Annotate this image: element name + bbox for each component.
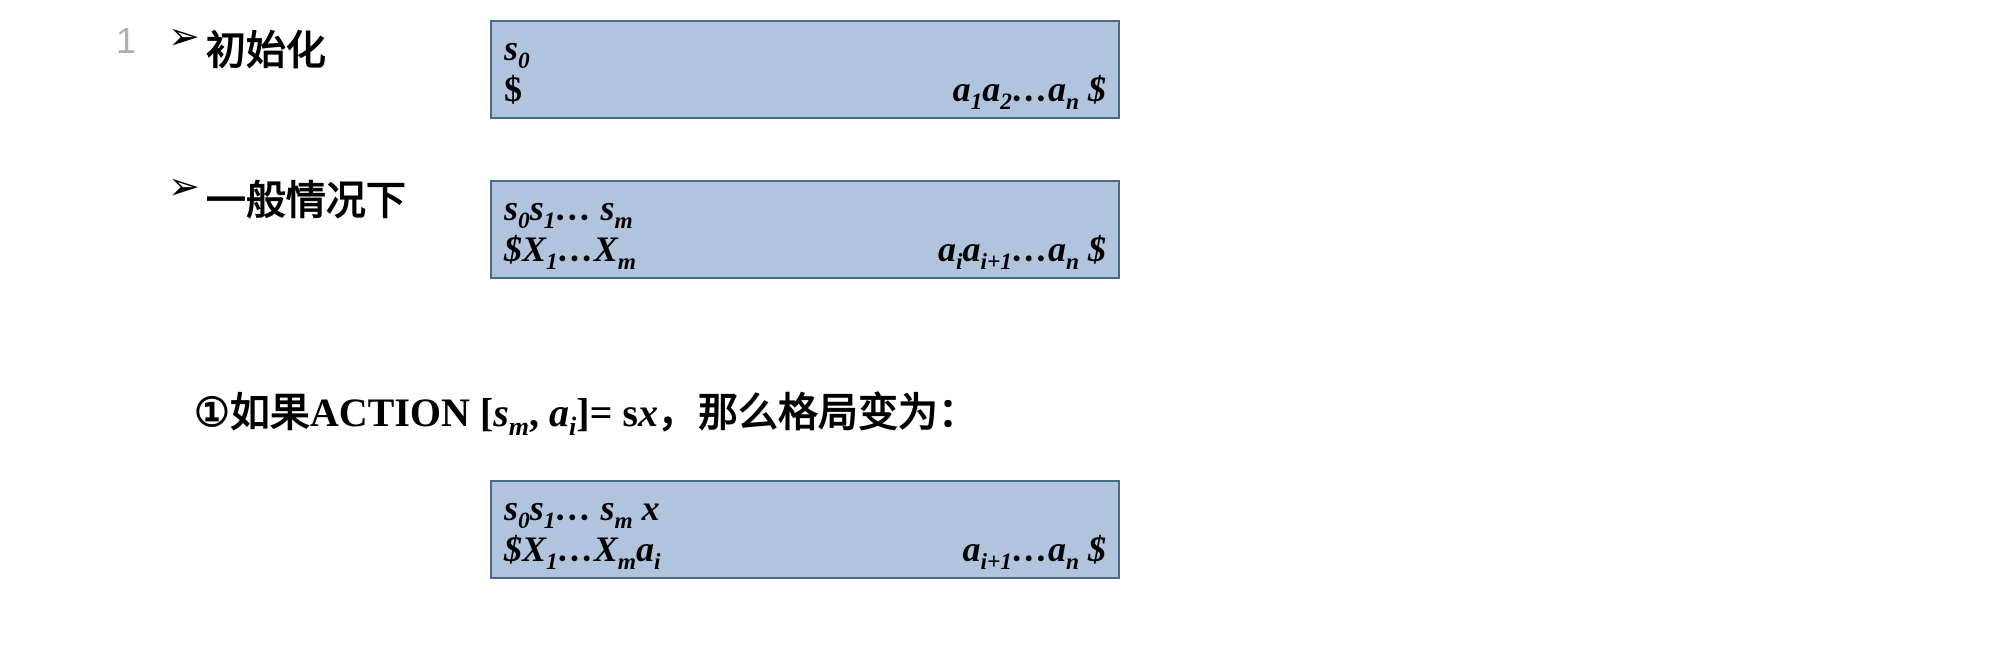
rule-sm: sm xyxy=(493,390,529,435)
box-result: s0s1… sm x $X1…Xmai ai+1…an $ xyxy=(490,480,1120,579)
box-general-line1: s0s1… sm xyxy=(504,188,1106,229)
box-result-line1: s0s1… sm x xyxy=(504,488,1106,529)
rule-line: ①如果ACTION [sm, ai]= sx，那么格局变为： xyxy=(194,380,978,438)
rule-x: x xyxy=(638,390,658,435)
rule-s: s xyxy=(622,390,638,435)
box-result-left: $X1…Xmai xyxy=(504,529,660,570)
box-init: s0 $ a1a2…an $ xyxy=(490,20,1120,119)
bullet-general: ➢ 一般情况下 xyxy=(168,168,406,226)
rule-mid: ]= xyxy=(576,390,622,435)
box-init-left: $ xyxy=(504,69,522,110)
bullet-init-text: 初始化 xyxy=(206,18,326,76)
rule-comma: , xyxy=(529,390,549,435)
box-result-right: ai+1…an $ xyxy=(962,529,1106,570)
box-general-right: aiai+1…an $ xyxy=(938,229,1106,270)
box-general: s0s1… sm $X1…Xm aiai+1…an $ xyxy=(490,180,1120,279)
triangle-icon: ➢ xyxy=(168,168,200,206)
circled-one: ① xyxy=(194,390,230,435)
page-number: 1 xyxy=(116,20,136,62)
triangle-icon: ➢ xyxy=(168,18,200,56)
box-general-left: $X1…Xm xyxy=(504,229,636,270)
rule-post: ，那么格局变为： xyxy=(658,391,978,435)
rule-ai: ai xyxy=(549,390,576,435)
box-init-right: a1a2…an $ xyxy=(953,69,1106,110)
bullet-general-text: 一般情况下 xyxy=(206,168,406,226)
bullet-init: ➢ 初始化 xyxy=(168,18,326,76)
rule-action: ACTION [ xyxy=(310,390,493,435)
rule-pre: 如果 xyxy=(230,391,310,435)
box-init-line1: s0 xyxy=(504,28,1106,69)
